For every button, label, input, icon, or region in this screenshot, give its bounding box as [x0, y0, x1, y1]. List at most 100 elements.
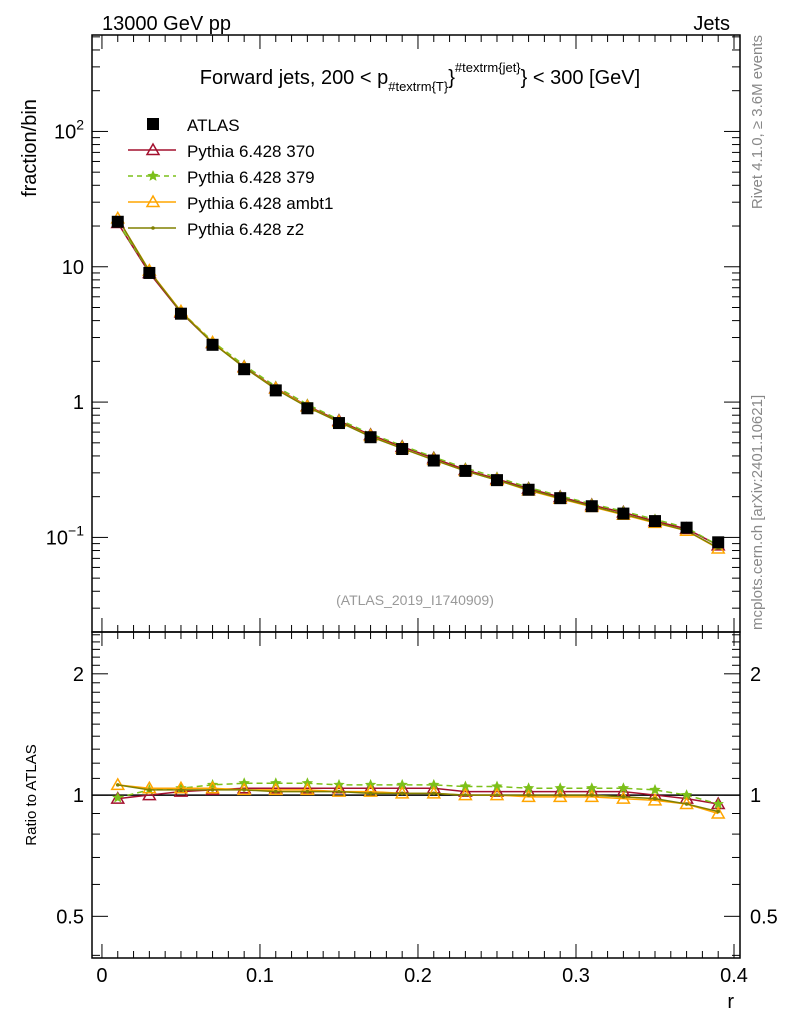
y-tick-exponent: 2	[76, 116, 84, 132]
star-marker	[586, 782, 598, 794]
dot-marker	[716, 809, 720, 814]
ratio-plot: 0 0.1 0.2 0.3 0.4 0.5 0.5 1 1 2 2	[56, 631, 778, 987]
dot-marker	[368, 791, 373, 796]
legend-item: ATLAS	[147, 116, 240, 135]
star-marker	[147, 170, 159, 181]
ratio-tick-label: 2	[73, 664, 84, 686]
series-line	[117, 217, 719, 550]
square-marker	[490, 474, 503, 487]
series-0	[110, 215, 726, 551]
dot-marker	[179, 788, 183, 792]
star-marker	[649, 783, 661, 795]
dot-marker	[684, 802, 689, 806]
dot-marker	[463, 793, 468, 797]
y-axis-label: fraction/bin	[19, 99, 41, 197]
square-marker	[459, 464, 472, 477]
square-marker	[712, 536, 725, 549]
triangle-marker	[300, 782, 315, 796]
ratio-series-3	[115, 783, 720, 814]
square-marker	[522, 483, 535, 496]
x-tick-label: 0.1	[246, 965, 274, 987]
star-marker	[680, 789, 693, 800]
side-label-bottom: mcplots.cern.ch [arXiv:2401.10621]	[749, 395, 766, 630]
square-marker	[364, 431, 377, 444]
dot-marker	[589, 793, 594, 797]
ratio-tick-label: 0.5	[56, 906, 84, 928]
square-marker	[585, 500, 598, 513]
x-tick-label: 0	[96, 965, 107, 987]
series-3	[115, 216, 720, 550]
square-marker	[269, 384, 282, 397]
triangle-marker	[552, 789, 568, 803]
title-part: }	[448, 67, 455, 89]
dot-marker	[210, 788, 215, 792]
square-marker	[238, 363, 251, 376]
triangle-marker	[331, 784, 347, 797]
ratio-tick-label-right: 0.5	[750, 906, 778, 928]
square-marker	[206, 338, 219, 351]
dot-marker	[621, 795, 626, 799]
star-marker	[617, 782, 630, 794]
square-marker	[554, 492, 567, 505]
title-part: Forward jets, 200 < p	[200, 67, 388, 89]
y-tick-base: 10	[46, 527, 68, 549]
triangle-marker	[489, 787, 505, 801]
dot-marker	[431, 791, 436, 796]
dot-marker	[151, 226, 155, 230]
legend-item: Pythia 6.428 379	[128, 168, 315, 187]
series-1	[112, 216, 724, 551]
triangle-marker	[110, 777, 126, 791]
legend-label: Pythia 6.428 370	[187, 142, 315, 161]
triangle-marker	[584, 789, 600, 803]
ratio-series-line	[117, 784, 719, 813]
title-part: } < 300 [GeV]	[521, 67, 641, 89]
triangle-marker	[173, 780, 189, 794]
dot-marker	[526, 793, 531, 797]
dot-marker	[242, 788, 246, 792]
dot-marker	[147, 788, 152, 792]
y-tick-label: 102	[54, 116, 84, 143]
legend: ATLAS Pythia 6.428 370 Pythia 6.428 379 Pyt…	[128, 116, 333, 239]
square-marker	[301, 402, 314, 415]
triangle-marker	[145, 142, 161, 156]
y-tick-exponent: −1	[68, 522, 84, 538]
star-marker	[396, 778, 408, 790]
ratio-series-line	[117, 782, 719, 805]
triangle-marker	[363, 784, 378, 797]
chart-title: Forward jets, 200 < p#textrm{T}}#textrm{…	[200, 60, 640, 94]
x-tick-label: 0.4	[720, 965, 748, 987]
square-marker	[332, 417, 345, 430]
triangle-marker	[142, 780, 157, 794]
series-line	[117, 222, 719, 546]
legend-item: Pythia 6.428 370	[128, 142, 315, 161]
legend-item: Pythia 6.428 ambt1	[128, 194, 333, 213]
y-tick-label: 10	[62, 257, 84, 279]
dot-marker	[653, 796, 657, 801]
star-marker	[491, 780, 503, 792]
dot-marker	[273, 789, 278, 794]
y-tick-label: 10−1	[46, 522, 84, 549]
dot-marker	[495, 793, 499, 797]
square-marker	[147, 118, 159, 130]
analysis-label: (ATLAS_2019_I1740909)	[336, 592, 494, 608]
dot-marker	[337, 789, 341, 794]
star-marker	[522, 782, 535, 794]
triangle-marker	[145, 194, 161, 208]
square-marker	[617, 507, 630, 520]
triangle-marker	[205, 780, 220, 794]
side-label-top: Rivet 4.1.0, ≥ 3.6M events	[749, 35, 766, 209]
star-marker	[112, 791, 124, 803]
dot-marker	[558, 793, 562, 797]
square-marker	[648, 515, 661, 528]
star-marker	[554, 782, 566, 794]
dot-marker	[400, 791, 404, 796]
header-right: Jets	[693, 13, 730, 35]
triangle-marker	[616, 791, 631, 804]
legend-item: Pythia 6.428 z2	[128, 220, 304, 239]
square-marker	[111, 215, 124, 228]
legend-label: ATLAS	[187, 116, 240, 135]
series-2	[110, 210, 726, 554]
square-marker	[143, 266, 156, 279]
y-tick-label: 1	[73, 392, 84, 414]
